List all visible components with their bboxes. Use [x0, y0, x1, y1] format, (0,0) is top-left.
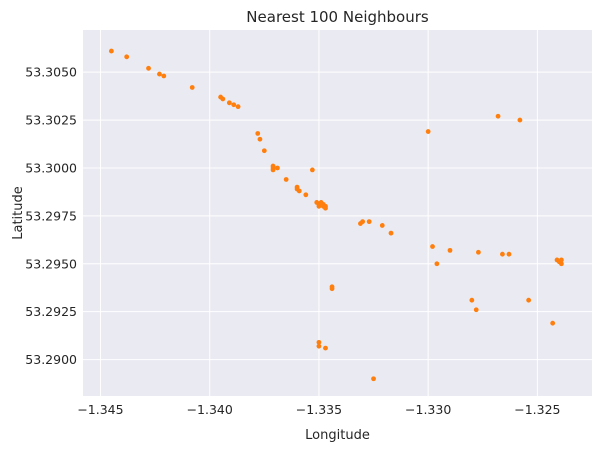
x-tick-label: −1.325: [514, 402, 560, 417]
data-point: [226, 100, 232, 106]
data-point: [526, 297, 532, 303]
data-point: [425, 129, 431, 134]
data-point: [360, 219, 366, 225]
data-point: [329, 286, 335, 292]
data-point: [500, 251, 505, 257]
data-point: [161, 73, 167, 79]
data-point: [275, 165, 280, 171]
x-tick-label: −1.335: [296, 402, 342, 417]
data-point: [270, 167, 276, 173]
y-tick-label: 53.2975: [25, 208, 77, 223]
y-axis-ticks: 53.2900 53.2925 53.2950 53.2975 53.3000 53.30…: [25, 65, 77, 367]
data-point: [220, 96, 226, 102]
data-point: [235, 104, 241, 110]
data-point: [323, 345, 328, 351]
data-point: [296, 188, 302, 194]
data-point: [388, 230, 394, 236]
data-point: [550, 320, 556, 326]
y-tick-label: 53.2950: [25, 256, 77, 271]
x-axis-label: Longitude: [305, 428, 370, 443]
x-tick-label: −1.345: [77, 402, 123, 417]
data-point: [323, 205, 328, 211]
x-tick-label: −1.340: [187, 402, 233, 417]
data-point: [366, 219, 372, 225]
y-tick-label: 53.3050: [25, 65, 77, 80]
data-point: [434, 261, 440, 267]
data-point: [303, 192, 309, 198]
data-point: [124, 54, 130, 60]
data-point: [559, 257, 564, 263]
data-point: [371, 376, 376, 382]
y-axis-label: Latitude: [11, 186, 26, 240]
data-point: [283, 177, 289, 182]
data-point: [189, 85, 195, 90]
data-point: [476, 249, 481, 255]
data-points: [108, 48, 564, 382]
data-point: [495, 113, 501, 119]
data-point: [473, 307, 479, 313]
data-point: [517, 117, 523, 123]
data-point: [146, 65, 151, 71]
data-point: [261, 148, 267, 154]
data-point: [469, 297, 475, 303]
data-point: [255, 131, 261, 136]
data-point: [108, 48, 114, 54]
x-axis-ticks: −1.345 −1.340 −1.335 −1.330 −1.325: [77, 402, 560, 417]
x-tick-label: −1.330: [405, 402, 451, 417]
y-tick-label: 53.2900: [25, 352, 77, 367]
data-point: [430, 244, 435, 249]
data-point: [157, 71, 162, 77]
data-point: [316, 343, 322, 349]
data-point: [257, 136, 263, 142]
y-tick-label: 53.3000: [25, 160, 77, 175]
chart-title: Nearest 100 Neighbours: [246, 8, 429, 26]
y-tick-label: 53.2925: [25, 304, 77, 319]
data-point: [316, 339, 322, 345]
y-tick-label: 53.3025: [25, 113, 77, 128]
data-point: [231, 102, 237, 108]
plot-area: [83, 30, 592, 396]
grid: [83, 30, 592, 396]
data-point: [506, 251, 512, 257]
data-point: [559, 261, 564, 267]
data-point: [447, 247, 453, 253]
data-point: [309, 167, 315, 173]
data-point: [379, 223, 385, 228]
